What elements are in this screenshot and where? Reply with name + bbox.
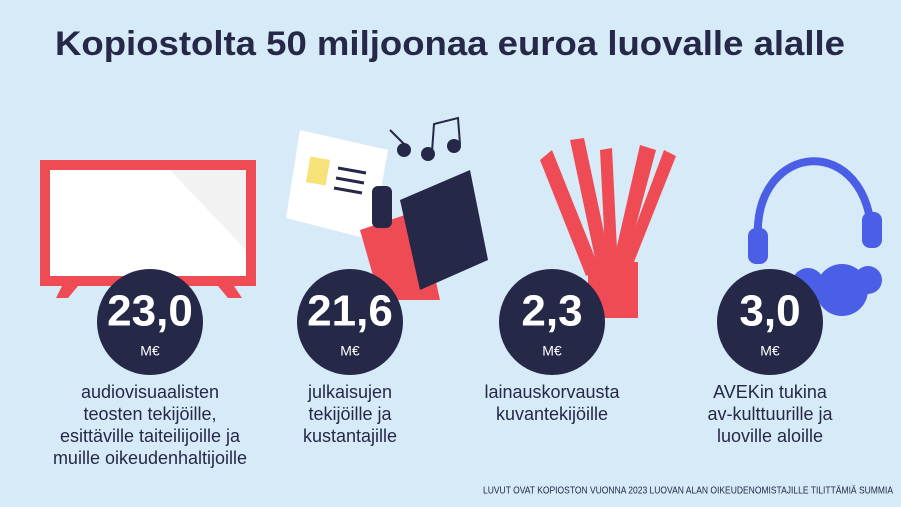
value: 21,6 bbox=[307, 287, 393, 336]
description-line: av-kulttuurille ja bbox=[707, 404, 833, 424]
description-line: AVEKin tukina bbox=[713, 382, 828, 402]
description-line: esittäville taiteilijoille ja bbox=[60, 426, 241, 446]
title: Kopiostolta 50 miljoonaa euroa luovalle … bbox=[55, 25, 845, 63]
value-circle bbox=[297, 269, 403, 375]
headphones-icon bbox=[748, 157, 882, 316]
book-icon bbox=[286, 116, 488, 300]
description-line: lainauskorvausta bbox=[484, 382, 620, 402]
value-circle bbox=[717, 269, 823, 375]
description-line: kustantajille bbox=[303, 426, 397, 446]
tv-icon bbox=[40, 160, 256, 298]
value: 3,0 bbox=[739, 287, 800, 336]
footnote: LUVUT OVAT KOPIOSTON VUONNA 2023 LUOVAN … bbox=[483, 485, 893, 497]
description-line: julkaisujen bbox=[307, 382, 392, 402]
value: 23,0 bbox=[107, 287, 193, 336]
description-line: tekijöille ja bbox=[308, 404, 392, 424]
unit: M€ bbox=[140, 343, 160, 359]
description-line: muille oikeudenhaltijoille bbox=[53, 448, 247, 468]
value: 2,3 bbox=[521, 287, 582, 336]
value-circle bbox=[499, 269, 605, 375]
unit: M€ bbox=[760, 343, 780, 359]
description-line: kuvantekijöille bbox=[496, 404, 608, 424]
description-line: luoville aloille bbox=[717, 426, 823, 446]
description-line: audiovisuaalisten bbox=[81, 382, 219, 402]
unit: M€ bbox=[340, 343, 360, 359]
value-circle bbox=[97, 269, 203, 375]
description-line: teosten tekijöille, bbox=[83, 404, 216, 424]
unit: M€ bbox=[542, 343, 562, 359]
